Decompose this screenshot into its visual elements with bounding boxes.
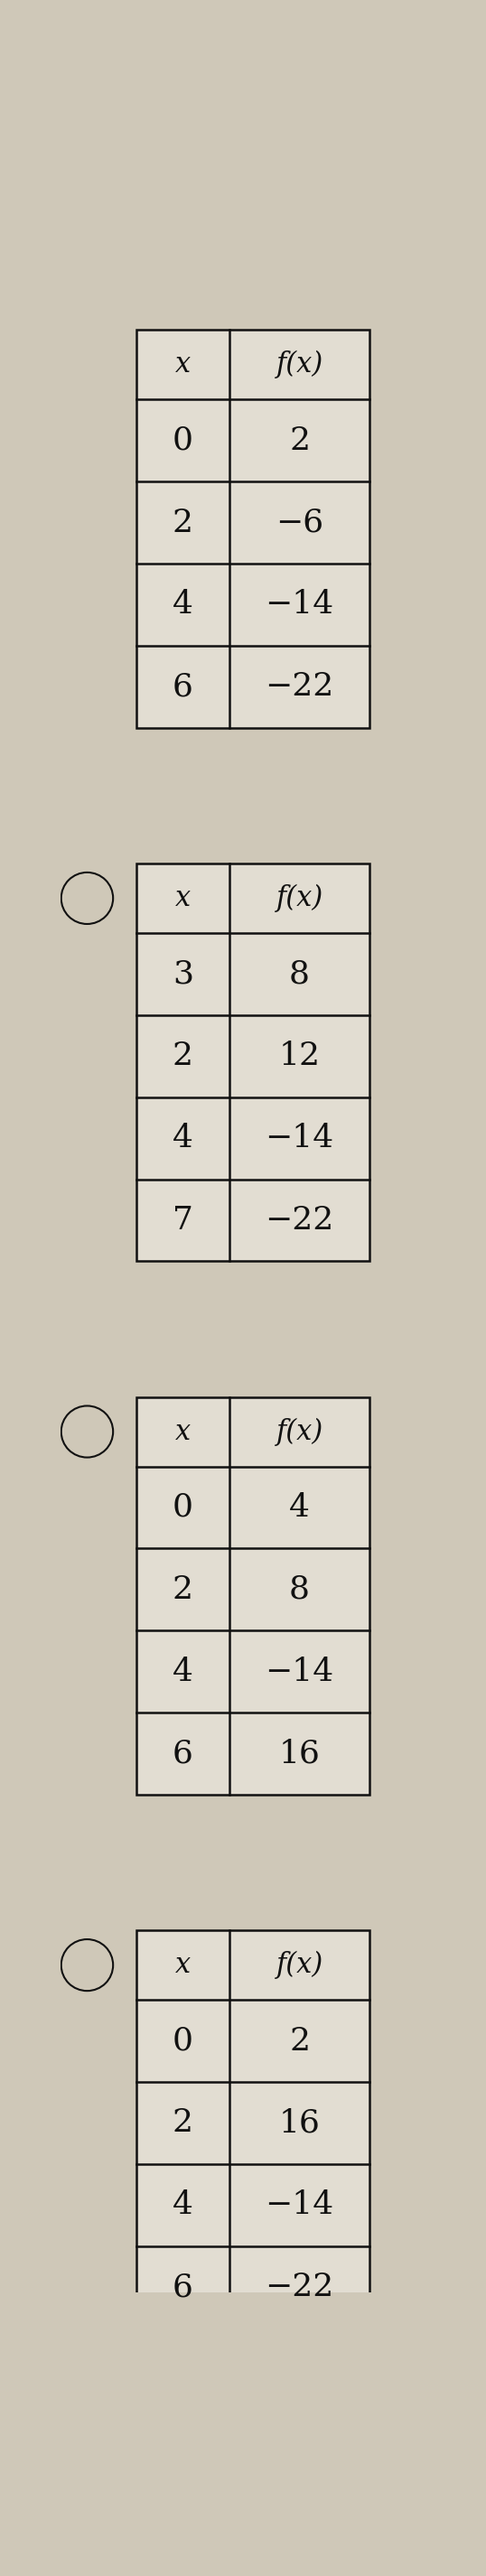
- Text: 6: 6: [173, 2272, 193, 2303]
- Text: −14: −14: [265, 1656, 334, 1687]
- Bar: [136, 1396, 369, 1795]
- Text: 12: 12: [279, 1041, 320, 1072]
- Text: f(x): f(x): [276, 1417, 323, 1445]
- Text: 6: 6: [173, 1739, 193, 1770]
- Text: 3: 3: [173, 958, 193, 989]
- Text: 4: 4: [173, 1656, 193, 1687]
- Text: 2: 2: [173, 1041, 193, 1072]
- Text: 7: 7: [173, 1206, 193, 1236]
- Text: −22: −22: [265, 672, 334, 703]
- Text: x: x: [175, 350, 191, 379]
- Text: −22: −22: [265, 1206, 334, 1236]
- Bar: [136, 863, 369, 1262]
- Text: 2: 2: [173, 1574, 193, 1605]
- Bar: [136, 1929, 369, 2329]
- Bar: [136, 330, 369, 729]
- Text: f(x): f(x): [276, 350, 323, 379]
- Text: 8: 8: [289, 1574, 310, 1605]
- Text: 0: 0: [173, 425, 193, 456]
- Text: −6: −6: [276, 507, 324, 538]
- Text: 2: 2: [289, 425, 310, 456]
- Text: 0: 0: [173, 2025, 193, 2056]
- Text: x: x: [175, 1950, 191, 1978]
- Text: 16: 16: [279, 2107, 320, 2138]
- Bar: [136, 1929, 369, 2329]
- Text: 2: 2: [289, 2025, 310, 2056]
- Text: 4: 4: [173, 590, 193, 621]
- Text: f(x): f(x): [276, 1950, 323, 1978]
- Text: 2: 2: [173, 507, 193, 538]
- Text: x: x: [175, 884, 191, 912]
- Text: x: x: [175, 1417, 191, 1445]
- Text: −22: −22: [265, 2272, 334, 2303]
- Text: 4: 4: [173, 1123, 193, 1154]
- Text: 16: 16: [279, 1739, 320, 1770]
- Text: 6: 6: [173, 672, 193, 703]
- Text: f(x): f(x): [276, 884, 323, 912]
- Text: −14: −14: [265, 2190, 334, 2221]
- Text: 0: 0: [173, 1492, 193, 1522]
- Text: 8: 8: [289, 958, 310, 989]
- Text: 2: 2: [173, 2107, 193, 2138]
- Text: −14: −14: [265, 590, 334, 621]
- Text: 4: 4: [173, 2190, 193, 2221]
- Text: −14: −14: [265, 1123, 334, 1154]
- Bar: [136, 863, 369, 1262]
- Bar: [136, 330, 369, 729]
- Bar: [136, 1396, 369, 1795]
- Text: 4: 4: [289, 1492, 310, 1522]
